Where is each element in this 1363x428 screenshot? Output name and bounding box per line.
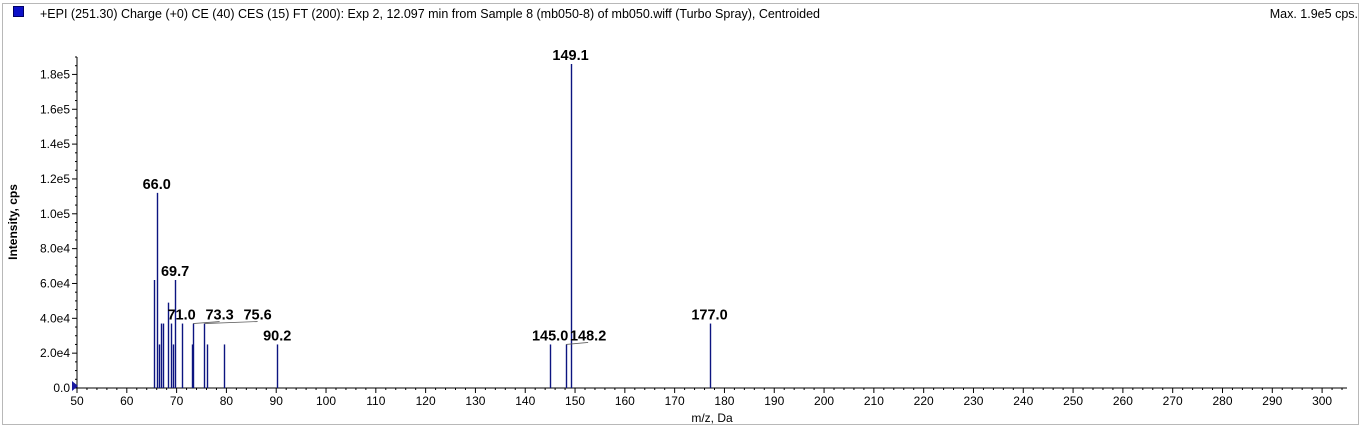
x-tick-label: 300 <box>1312 394 1332 408</box>
peak-label-leader <box>193 321 220 324</box>
x-tick-label: 150 <box>565 394 585 408</box>
x-tick-label: 280 <box>1212 394 1232 408</box>
peak-label: 148.2 <box>570 328 606 344</box>
y-tick-label: 1.6e5 <box>40 102 70 116</box>
peak-label: 69.7 <box>161 264 189 280</box>
x-tick-label: 90 <box>270 394 284 408</box>
peak-label: 149.1 <box>552 48 588 64</box>
y-tick-label: 8.0e4 <box>40 242 70 256</box>
peak-label: 66.0 <box>143 177 171 193</box>
spectrum-header: +EPI (251.30) Charge (+0) CE (40) CES (1… <box>0 0 1363 28</box>
y-tick-label: 1.2e5 <box>40 172 70 186</box>
x-axis-title: m/z, Da <box>691 411 733 425</box>
y-axis-ticks: 0.0 2.0e4 4.0e4 6.0e4 8.0e4 1.0e5 1.2e5 1.4e5 1.… <box>40 56 77 395</box>
x-tick-label: 80 <box>220 394 234 408</box>
peak-label: 73.3 <box>205 308 233 324</box>
y-tick-label: 4.0e4 <box>40 311 70 325</box>
series-swatch-icon[interactable] <box>13 6 24 17</box>
x-tick-label: 170 <box>665 394 685 408</box>
peak-label: 90.2 <box>263 328 291 344</box>
x-tick-label: 200 <box>814 394 834 408</box>
x-axis-ticks: 50 60 70 80 90 100 110 120 130 140 150 160 170 180 190… <box>70 388 1343 408</box>
x-tick-label: 120 <box>416 394 436 408</box>
peak-bars[interactable] <box>153 63 712 388</box>
x-tick-label: 130 <box>465 394 485 408</box>
x-tick-label: 100 <box>316 394 336 408</box>
y-tick-label: 2.0e4 <box>40 346 70 360</box>
spectrum-title: +EPI (251.30) Charge (+0) CE (40) CES (1… <box>40 7 820 21</box>
y-tick-label: 0.0 <box>53 381 70 395</box>
y-tick-label: 6.0e4 <box>40 276 70 290</box>
peak-label: 75.6 <box>243 308 271 324</box>
x-tick-label: 270 <box>1163 394 1183 408</box>
peak-labels: 149.1 66.0 69.7 71.0 73.3 75.6 90.2 145.0 148.2 1… <box>143 48 728 345</box>
x-tick-label: 180 <box>714 394 734 408</box>
x-tick-label: 140 <box>515 394 535 408</box>
y-axis-title: Intensity, cps <box>6 184 20 260</box>
max-intensity-label: Max. 1.9e5 cps. <box>1269 7 1358 21</box>
x-tick-label: 220 <box>914 394 934 408</box>
peak-label: 71.0 <box>167 308 195 324</box>
x-tick-label: 240 <box>1013 394 1033 408</box>
x-tick-label: 110 <box>366 394 385 408</box>
peak-label: 145.0 <box>532 328 568 344</box>
x-tick-label: 260 <box>1113 394 1133 408</box>
peak-label-leader <box>566 342 589 345</box>
x-tick-label: 70 <box>170 394 184 408</box>
x-tick-label: 250 <box>1063 394 1083 408</box>
spectrum-panel <box>2 3 1359 425</box>
y-tick-label: 1.8e5 <box>40 67 70 81</box>
x-tick-label: 60 <box>120 394 134 408</box>
x-tick-label: 50 <box>70 394 84 408</box>
x-tick-label: 230 <box>963 394 983 408</box>
y-tick-label: 1.0e5 <box>40 207 70 221</box>
y-tick-label: 1.4e5 <box>40 137 70 151</box>
x-tick-label: 190 <box>764 394 784 408</box>
peak-label-leader <box>204 321 258 324</box>
peak-label: 177.0 <box>691 308 727 324</box>
x-tick-label: 210 <box>864 394 884 408</box>
x-tick-label: 290 <box>1262 394 1282 408</box>
x-tick-label: 160 <box>615 394 635 408</box>
cursor-marker-icon[interactable] <box>72 381 78 391</box>
